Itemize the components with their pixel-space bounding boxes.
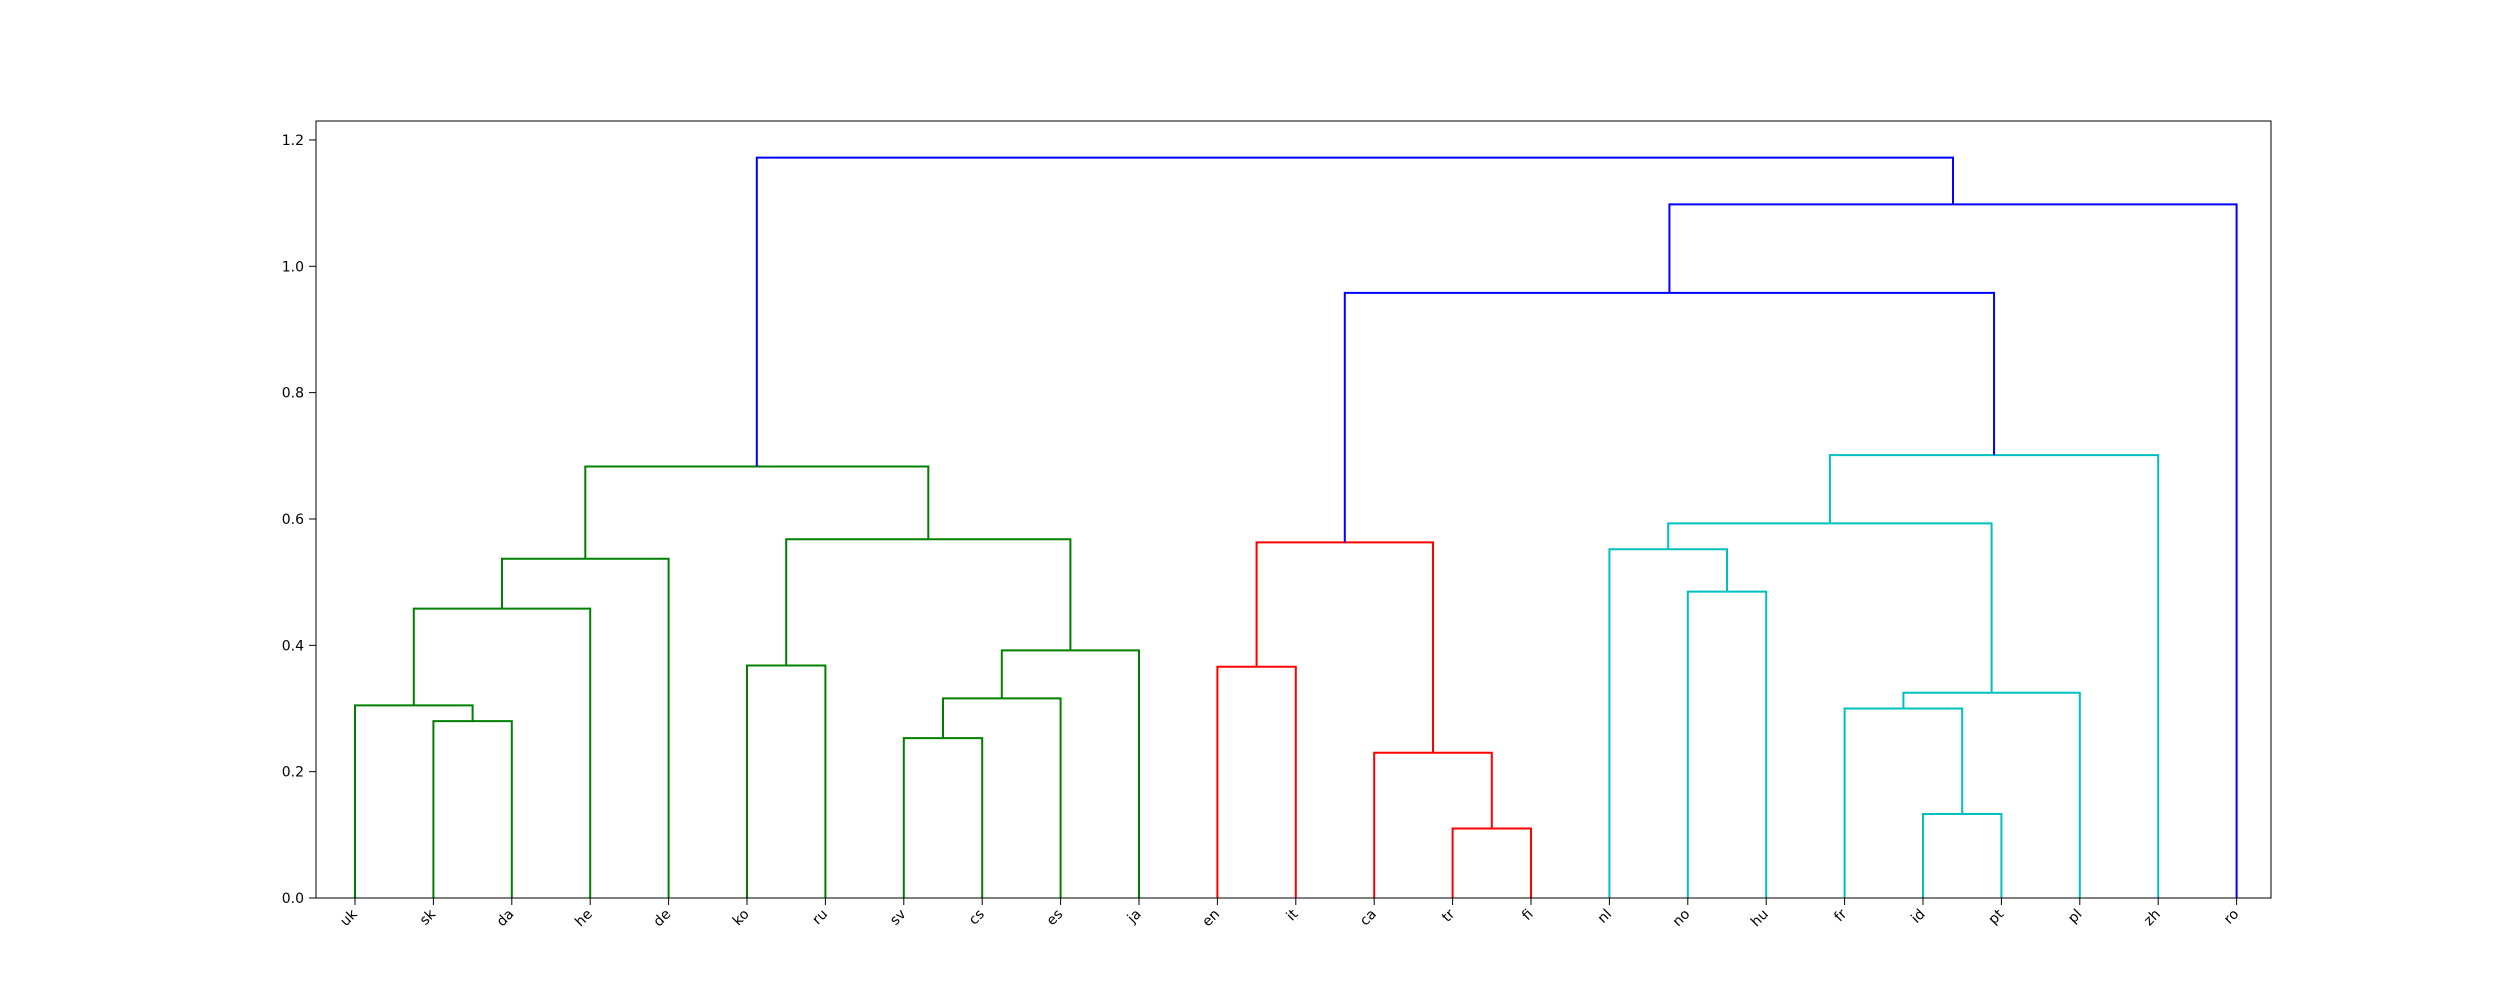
dendrogram-link-m5	[746, 664, 827, 898]
y-tick-label: 0.6	[282, 512, 304, 528]
dendrogram-link-m23	[1668, 203, 2238, 898]
leaf-label-pt: pt	[1986, 906, 2008, 928]
dendrogram-link-m21	[1828, 454, 2160, 898]
y-tick-label: 0.2	[282, 765, 304, 781]
y-axis: 0.0 0.2 0.4 0.6 0.8 1.0 1.2	[282, 133, 316, 907]
dendrogram-link-m14	[1255, 541, 1434, 753]
dendrogram-link-m19	[1902, 691, 2081, 898]
y-tick-label: 1.0	[282, 259, 304, 275]
plot-area-frame	[315, 120, 2272, 899]
dendrogram-link-m13	[1373, 751, 1493, 898]
leaf-label-uk: uk	[337, 906, 361, 930]
x-axis: uk sk da he de ko ru sv cs es ja en it ca tr fi nl no hu fr…	[337, 898, 2242, 930]
leaf-label-tr: tr	[1439, 906, 1458, 925]
dendrogram-link-m8	[1000, 649, 1140, 898]
dendrogram-link-m18	[1843, 707, 1964, 898]
leaf-label-en: en	[1199, 906, 1223, 930]
dendrogram-link-m1	[432, 720, 513, 898]
dendrogram-link-m16	[1608, 548, 1728, 898]
y-tick-label: 0.4	[282, 638, 304, 654]
leaf-label-sk: sk	[417, 906, 440, 929]
y-tick-label: 0.0	[282, 891, 304, 907]
leaf-label-ca: ca	[1357, 906, 1380, 929]
leaf-label-zh: zh	[2141, 906, 2164, 929]
leaf-label-cs: cs	[966, 906, 988, 928]
leaf-label-ko: ko	[730, 906, 753, 929]
leaf-label-hu: hu	[1748, 906, 1772, 930]
dendrogram-link-m9	[785, 538, 1072, 666]
dendrogram-link-m6	[902, 737, 984, 898]
y-tick-label: 0.8	[282, 386, 304, 402]
leaf-label-he: he	[572, 906, 596, 930]
leaf-label-de: de	[651, 906, 675, 930]
dendrogram-link-m11	[1216, 665, 1297, 898]
leaf-label-fr: fr	[1831, 906, 1850, 925]
y-tick-label: 1.2	[282, 133, 304, 149]
leaf-label-pl: pl	[2065, 906, 2085, 926]
dendrogram-link-m10	[584, 465, 930, 559]
dendrogram-link-m7	[942, 697, 1062, 898]
dendrogram-links	[354, 156, 2238, 898]
dendrogram-link-m2	[354, 704, 474, 898]
dendrogram-link-m20	[1667, 522, 1993, 693]
leaf-label-ro: ro	[2221, 906, 2242, 927]
leaf-label-es: es	[1044, 906, 1067, 929]
dendrogram-link-m3	[412, 607, 592, 898]
leaf-label-ru: ru	[809, 906, 831, 928]
leaf-label-no: no	[1670, 906, 1694, 930]
leaf-label-it: it	[1284, 906, 1302, 924]
dendrogram-link-m24	[755, 156, 1955, 467]
dendrogram-link-m22	[1343, 291, 1996, 543]
leaf-label-nl: nl	[1595, 906, 1615, 926]
leaf-label-fi: fi	[1519, 906, 1537, 924]
dendrogram-link-m12	[1451, 827, 1532, 898]
leaf-label-da: da	[494, 906, 518, 930]
dendrogram-link-m17	[1922, 812, 2003, 898]
leaf-label-sv: sv	[887, 906, 909, 928]
leaf-label-id: id	[1908, 906, 1928, 926]
dendrogram-link-m15	[1686, 590, 1768, 898]
leaf-label-ja: ja	[1124, 906, 1145, 927]
